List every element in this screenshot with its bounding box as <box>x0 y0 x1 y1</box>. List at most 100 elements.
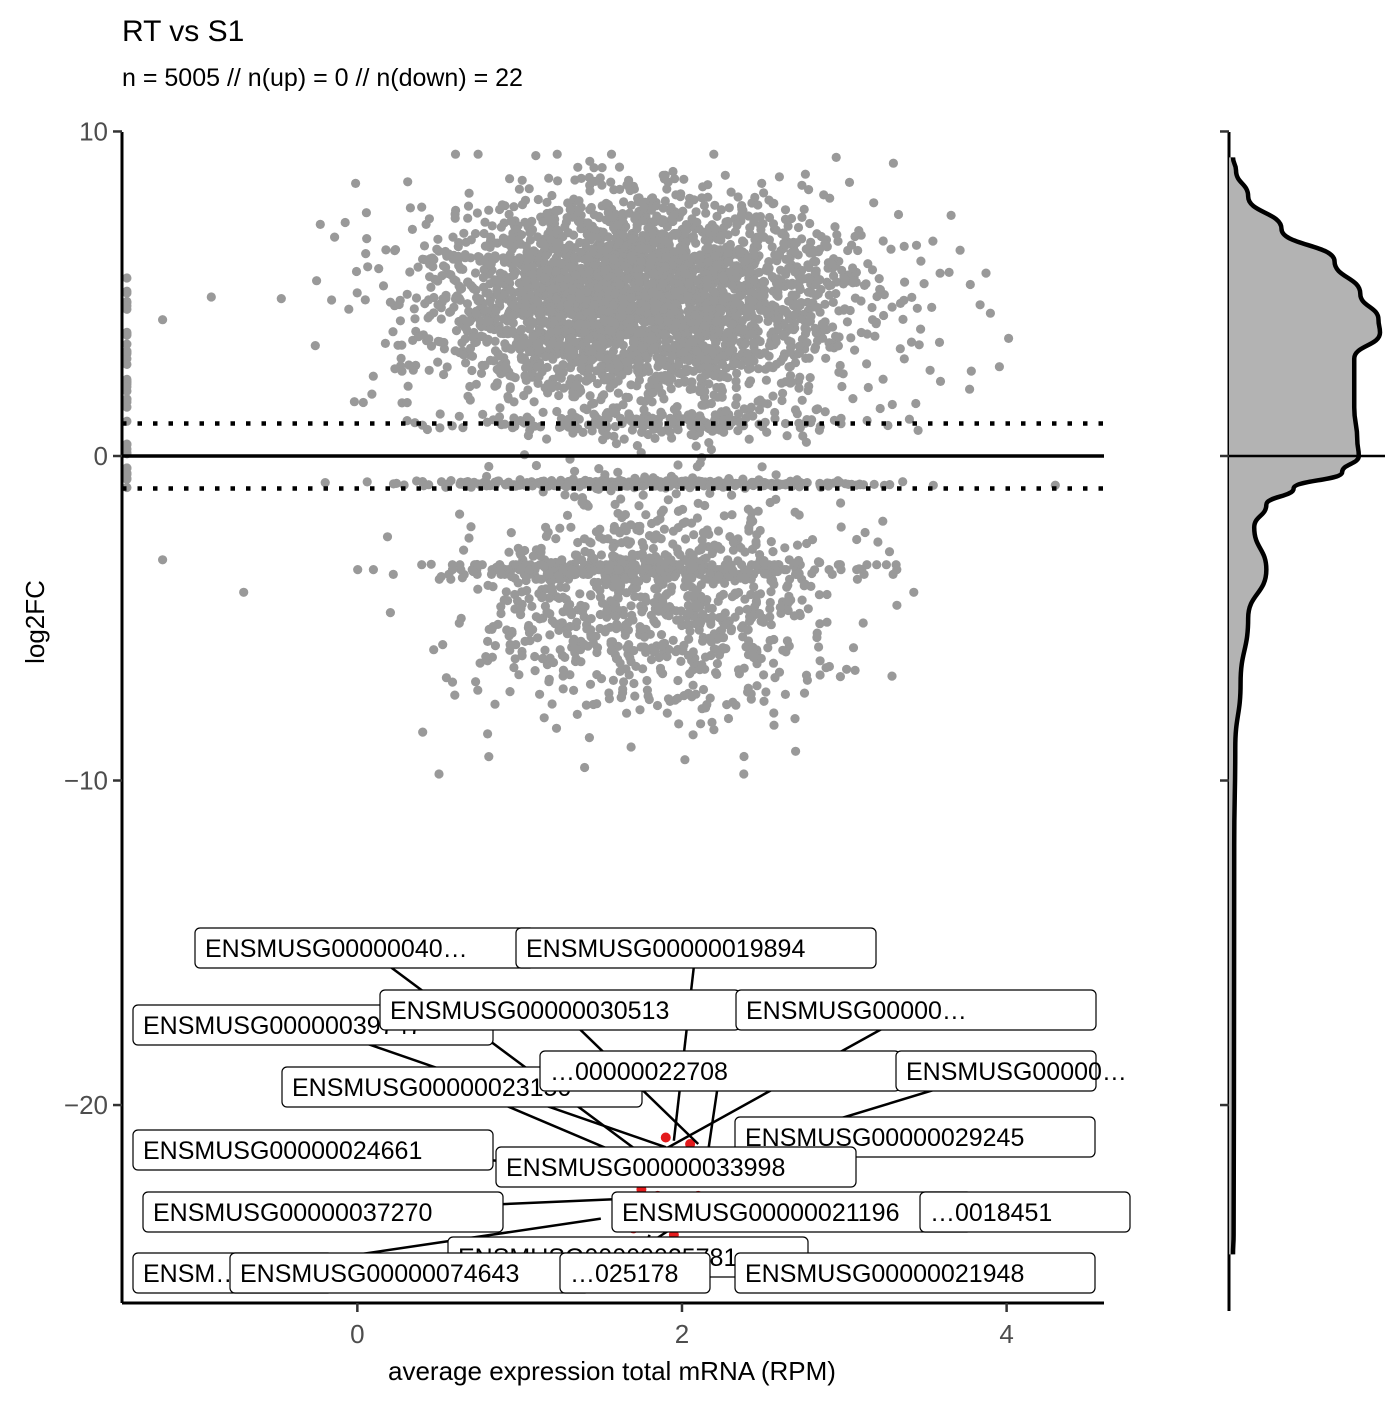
data-point <box>535 689 545 699</box>
data-point <box>509 270 519 280</box>
data-point <box>747 329 757 339</box>
data-point <box>396 353 406 363</box>
data-point <box>748 296 758 306</box>
data-point <box>700 574 710 584</box>
data-point <box>804 262 814 273</box>
data-point <box>455 295 465 305</box>
data-point <box>594 464 604 474</box>
data-point <box>687 479 697 490</box>
data-point <box>759 276 769 286</box>
data-point <box>646 316 656 326</box>
data-point <box>464 306 474 316</box>
data-point <box>704 438 714 448</box>
data-point <box>658 279 668 289</box>
data-point <box>467 365 477 376</box>
data-point <box>739 404 749 414</box>
data-point <box>760 348 770 358</box>
data-point <box>732 393 742 403</box>
data-point <box>531 460 542 471</box>
data-point <box>405 203 415 213</box>
data-point <box>706 650 716 661</box>
data-point <box>733 479 743 489</box>
data-point <box>624 356 634 366</box>
data-point <box>527 216 537 226</box>
data-point <box>388 479 399 489</box>
data-point <box>434 769 444 779</box>
scatter-panel: ENSMUSG00000040… ENSMUSG00000019894ENSMUS… <box>64 116 1131 1349</box>
data-point <box>780 543 790 553</box>
data-point <box>639 542 649 552</box>
data-point <box>804 185 814 195</box>
data-point <box>687 692 697 702</box>
data-point <box>572 617 582 627</box>
data-point <box>711 668 721 678</box>
data-point <box>795 372 805 382</box>
data-point <box>629 646 639 656</box>
data-point <box>276 294 286 304</box>
data-point <box>787 377 797 387</box>
data-point <box>652 211 662 221</box>
data-point <box>622 588 632 598</box>
data-point <box>555 273 565 283</box>
data-point <box>519 390 529 401</box>
data-point <box>580 327 590 337</box>
data-point <box>504 547 514 557</box>
data-point <box>731 376 741 386</box>
data-point <box>538 653 548 664</box>
data-point <box>433 357 443 367</box>
data-point <box>688 680 698 690</box>
data-point <box>859 280 870 290</box>
data-point <box>725 532 735 542</box>
data-point <box>405 267 415 277</box>
data-point <box>739 325 749 336</box>
data-point <box>595 560 605 570</box>
data-point <box>662 184 672 194</box>
data-point <box>540 645 550 655</box>
data-point <box>521 275 531 285</box>
data-point <box>771 359 782 369</box>
data-point <box>575 589 585 599</box>
data-point <box>635 244 645 254</box>
data-point <box>552 294 562 304</box>
data-point <box>467 351 478 361</box>
data-point <box>916 324 926 334</box>
data-point <box>850 345 860 355</box>
data-point <box>842 664 852 674</box>
data-point <box>778 330 789 340</box>
data-point <box>581 320 591 330</box>
data-point <box>632 381 642 391</box>
data-point <box>472 559 482 570</box>
data-point <box>826 259 837 269</box>
data-point <box>565 205 575 215</box>
data-point <box>650 305 660 315</box>
data-point <box>743 683 753 693</box>
data-point <box>579 403 589 413</box>
data-point <box>815 670 825 680</box>
data-point <box>702 700 712 710</box>
data-point <box>618 230 628 240</box>
data-point <box>701 208 711 218</box>
data-point <box>670 306 680 316</box>
data-point <box>490 336 500 346</box>
data-point <box>719 274 729 284</box>
data-point <box>507 326 517 336</box>
data-point <box>573 207 583 217</box>
data-point <box>567 565 577 575</box>
data-point <box>690 310 700 320</box>
data-point <box>878 236 888 246</box>
data-point <box>745 229 755 239</box>
data-point <box>800 323 810 333</box>
data-point <box>436 314 446 324</box>
data-point <box>572 550 582 560</box>
data-point <box>627 610 637 621</box>
data-point <box>548 354 558 364</box>
data-point <box>610 421 620 432</box>
data-point <box>635 521 645 531</box>
data-point <box>768 547 778 557</box>
data-point <box>711 338 721 348</box>
data-point <box>563 228 574 238</box>
data-point <box>684 199 694 209</box>
data-point <box>643 244 653 254</box>
data-point <box>656 666 666 676</box>
data-point <box>595 326 606 336</box>
